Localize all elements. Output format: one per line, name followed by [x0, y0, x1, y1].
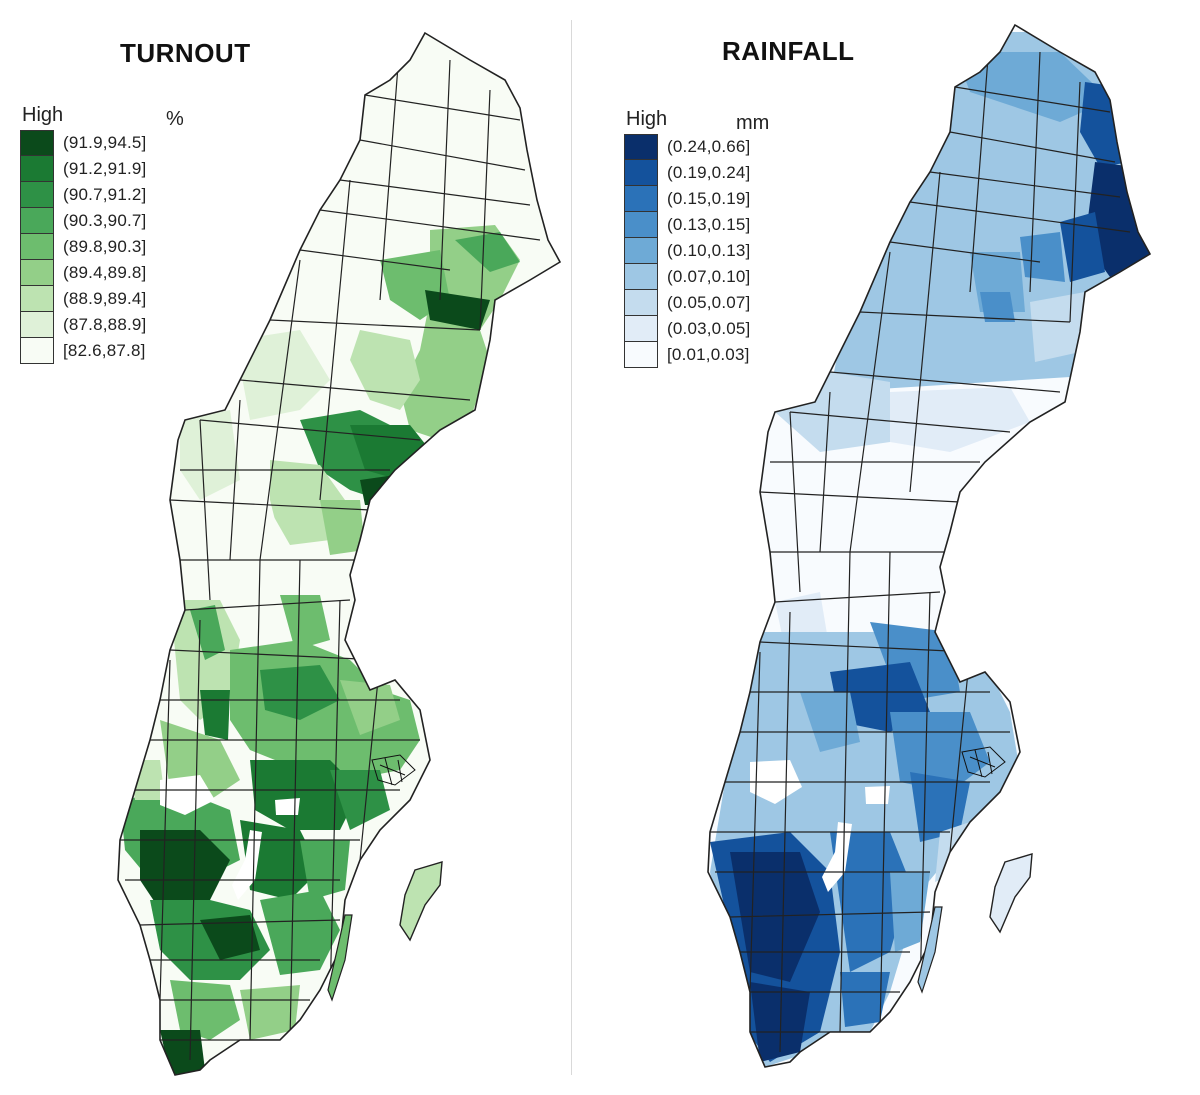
legend-swatch	[624, 264, 658, 290]
legend-label: (88.9,89.4]	[63, 289, 147, 308]
legend-label: (89.8,90.3]	[63, 237, 147, 256]
legend-label: [0.01,0.03]	[667, 345, 750, 364]
legend-label: (89.4,89.8]	[63, 263, 147, 282]
turnout-title: TURNOUT	[120, 38, 251, 68]
legend-swatch	[20, 130, 54, 156]
stockholm-archipelago	[961, 746, 1006, 778]
legend-item: [0.01,0.03]	[624, 342, 794, 368]
legend-unit: %	[166, 108, 184, 130]
legend-item: (90.3,90.7]	[20, 208, 190, 234]
legend-unit: mm	[736, 112, 770, 134]
turnout-legend: High % (91.9,94.5] (91.2,91.9] (90.7,91.…	[20, 104, 190, 364]
legend-item: (87.8,88.9]	[20, 312, 190, 338]
legend-item: (0.07,0.10]	[624, 264, 794, 290]
legend-swatch	[20, 286, 54, 312]
legend-item: (90.7,91.2]	[20, 182, 190, 208]
rainfall-legend: High mm (0.24,0.66] (0.19,0.24] (0.15,0.…	[624, 108, 794, 368]
legend-label: (90.7,91.2]	[63, 185, 147, 204]
gotland-island	[399, 861, 443, 942]
legend-swatch	[20, 312, 54, 338]
rainfall-title: RAINFALL	[722, 36, 855, 66]
legend-swatch	[624, 290, 658, 316]
rainfall-borders	[710, 31, 1131, 1053]
legend-high-label: High	[626, 108, 668, 130]
legend-label: (0.19,0.24]	[667, 163, 751, 182]
rainfall-panel: RAINFALL High mm (0.24,0.66] (0.19,0.24]…	[572, 0, 1200, 1095]
legend-swatch	[624, 342, 658, 368]
stockholm-archipelago	[371, 754, 416, 786]
legend-item: (89.8,90.3]	[20, 234, 190, 260]
gotland-island	[989, 853, 1033, 934]
legend-item: (0.24,0.66]	[624, 134, 794, 160]
legend-label: (0.10,0.13]	[667, 241, 751, 260]
legend-item: [82.6,87.8]	[20, 338, 190, 364]
rainfall-map	[707, 24, 1151, 1068]
legend-item: (0.05,0.07]	[624, 290, 794, 316]
turnout-legend-rows: (91.9,94.5] (91.2,91.9] (90.7,91.2] (90.…	[20, 130, 190, 364]
legend-item: (0.10,0.13]	[624, 238, 794, 264]
oland-island	[327, 914, 353, 1002]
oland-island	[917, 906, 943, 994]
legend-label: (0.07,0.10]	[667, 267, 751, 286]
rainfall-legend-rows: (0.24,0.66] (0.19,0.24] (0.15,0.19] (0.1…	[624, 134, 794, 368]
legend-item: (0.13,0.15]	[624, 212, 794, 238]
turnout-panel: TURNOUT High % (91.9,94.5] (91.2,91.9] (…	[0, 0, 571, 1095]
legend-label: (0.03,0.05]	[667, 319, 751, 338]
legend-item: (88.9,89.4]	[20, 286, 190, 312]
legend-item: (89.4,89.8]	[20, 260, 190, 286]
legend-label: (0.13,0.15]	[667, 215, 751, 234]
legend-label: [82.6,87.8]	[63, 341, 146, 360]
legend-item: (91.2,91.9]	[20, 156, 190, 182]
legend-item: (0.15,0.19]	[624, 186, 794, 212]
legend-swatch	[20, 156, 54, 182]
panel-divider	[571, 20, 572, 1075]
legend-swatch	[624, 316, 658, 342]
legend-label: (90.3,90.7]	[63, 211, 147, 230]
legend-swatch	[624, 134, 658, 160]
turnout-borders	[120, 39, 541, 1061]
legend-label: (87.8,88.9]	[63, 315, 147, 334]
legend-item: (0.19,0.24]	[624, 160, 794, 186]
legend-swatch	[20, 260, 54, 286]
legend-label: (0.15,0.19]	[667, 189, 751, 208]
legend-swatch	[624, 160, 658, 186]
legend-high-label: High	[22, 104, 64, 126]
legend-item: (0.03,0.05]	[624, 316, 794, 342]
legend-swatch	[20, 234, 54, 260]
legend-label: (91.9,94.5]	[63, 133, 147, 152]
legend-label: (0.24,0.66]	[667, 137, 751, 156]
legend-swatch	[624, 238, 658, 264]
legend-swatch	[20, 182, 54, 208]
legend-swatch	[20, 338, 54, 364]
legend-swatch	[20, 208, 54, 234]
legend-label: (91.2,91.9]	[63, 159, 147, 178]
legend-swatch	[624, 186, 658, 212]
legend-item: (91.9,94.5]	[20, 130, 190, 156]
legend-label: (0.05,0.07]	[667, 293, 751, 312]
turnout-map	[117, 32, 561, 1076]
legend-swatch	[624, 212, 658, 238]
